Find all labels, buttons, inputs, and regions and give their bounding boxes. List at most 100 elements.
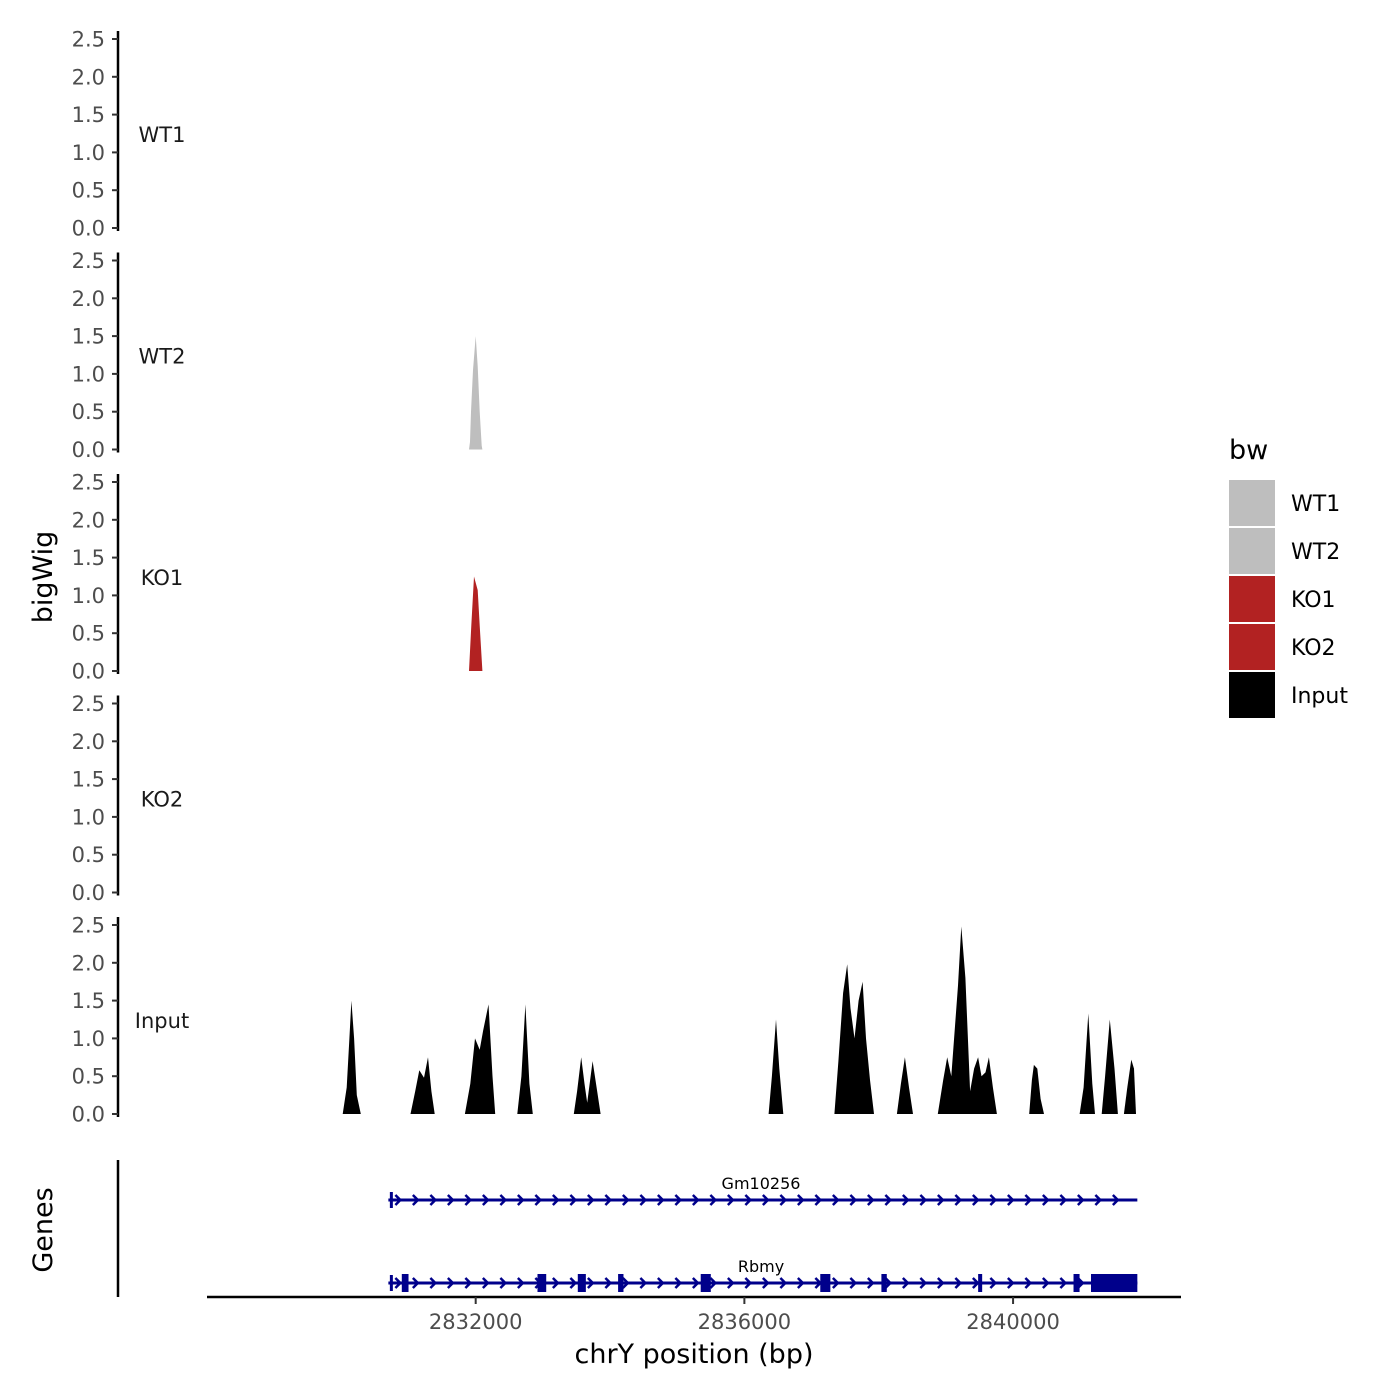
y-tick-label: 0.5: [72, 179, 105, 203]
peak-input-11: [1079, 1013, 1095, 1114]
strand-arrow: [429, 1277, 438, 1289]
strand-arrow: [971, 1194, 980, 1206]
exon: [978, 1274, 983, 1292]
track-label-wt2: WT2: [139, 345, 186, 369]
legend-swatch-wt2: [1229, 528, 1275, 574]
legend-label-ko2: KO2: [1291, 636, 1336, 661]
strand-arrow: [411, 1277, 420, 1289]
peak-input-6: [768, 1019, 784, 1114]
exon: [577, 1274, 586, 1292]
strand-arrow: [744, 1194, 753, 1206]
strand-arrow: [656, 1194, 665, 1206]
y-tick-label: 1.0: [72, 805, 105, 829]
y-tick-label: 1.5: [72, 989, 105, 1013]
y-tick-label: 2.5: [72, 914, 105, 938]
strand-arrow: [639, 1277, 648, 1289]
strand-arrow: [621, 1277, 630, 1289]
y-tick-label: 0.5: [72, 1065, 105, 1089]
y-tick-label: 1.5: [72, 103, 105, 127]
y-tick-label: 0.5: [72, 400, 105, 424]
strand-arrow: [919, 1277, 928, 1289]
track-label-ko1: KO1: [141, 566, 184, 590]
y-tick-label: 1.0: [72, 1027, 105, 1051]
track-input: 0.0 0.5 1.0 1.5 2.0 2.5 Input: [72, 914, 1136, 1127]
strand-arrow: [604, 1277, 613, 1289]
strand-arrow: [499, 1194, 508, 1206]
exon: [618, 1274, 624, 1292]
strand-arrow: [761, 1277, 770, 1289]
strand-arrow: [936, 1277, 945, 1289]
y-tick-label: 0.0: [72, 217, 105, 241]
strand-arrow: [814, 1194, 823, 1206]
y-tick-label: 2.0: [72, 730, 105, 754]
strand-arrow: [394, 1194, 403, 1206]
track-wt2: 0.0 0.5 1.0 1.5 2.0 2.5 WT2: [72, 249, 483, 462]
strand-arrow: [989, 1277, 998, 1289]
strand-arrow: [1059, 1277, 1068, 1289]
strand-arrow: [481, 1277, 490, 1289]
peak-input-8: [896, 1057, 913, 1114]
strand-arrow: [901, 1194, 910, 1206]
strand-arrow: [831, 1277, 840, 1289]
strand-arrow: [936, 1194, 945, 1206]
y-tick-label: 2.0: [72, 287, 105, 311]
strand-arrow: [866, 1194, 875, 1206]
gene-name-label: Rbmy: [738, 1257, 784, 1276]
exon: [537, 1274, 547, 1292]
x-tick-label: 2832000: [429, 1310, 523, 1334]
strand-arrow: [1094, 1194, 1103, 1206]
x-tick-label: 2840000: [966, 1310, 1060, 1334]
legend: bw WT1 WT2 KO1 KO2 Input: [1229, 435, 1348, 718]
strand-arrow: [954, 1194, 963, 1206]
strand-arrow: [726, 1194, 735, 1206]
strand-arrow: [849, 1277, 858, 1289]
legend-label-wt1: WT1: [1291, 492, 1340, 517]
y-tick-label: 2.0: [72, 508, 105, 532]
strand-arrow: [831, 1194, 840, 1206]
legend-swatch-ko2: [1229, 624, 1275, 670]
y-tick-label: 1.5: [72, 768, 105, 792]
strand-arrow: [709, 1194, 718, 1206]
strand-arrow: [481, 1194, 490, 1206]
strand-arrow: [796, 1194, 805, 1206]
legend-label-ko1: KO1: [1291, 588, 1336, 613]
y-tick-label: 2.0: [72, 65, 105, 89]
strand-arrow: [551, 1277, 560, 1289]
strand-arrow: [516, 1194, 525, 1206]
peak-input-9: [937, 926, 997, 1114]
peak-input-4: [517, 1004, 533, 1114]
strand-arrow: [674, 1194, 683, 1206]
strand-arrow: [691, 1277, 700, 1289]
y-tick-label: 2.5: [72, 249, 105, 273]
peak-input-10: [1029, 1064, 1044, 1114]
x-axis-title: chrY position (bp): [574, 1339, 813, 1370]
y-tick-label: 0.5: [72, 622, 105, 646]
exon: [1073, 1274, 1080, 1292]
exon: [881, 1274, 887, 1292]
x-axis: 2832000 2836000 2840000: [207, 1295, 1181, 1334]
strand-arrow: [656, 1277, 665, 1289]
strand-arrow: [691, 1194, 700, 1206]
strand-arrow: [954, 1277, 963, 1289]
strand-arrow: [796, 1277, 805, 1289]
strand-arrow: [394, 1277, 403, 1289]
strand-arrow: [551, 1194, 560, 1206]
strand-arrow: [901, 1277, 910, 1289]
y-tick-label: 1.0: [72, 362, 105, 386]
track-label-ko2: KO2: [141, 788, 184, 812]
legend-swatch-wt1: [1229, 480, 1275, 526]
strand-arrow: [569, 1277, 578, 1289]
exon: [1090, 1274, 1138, 1292]
strand-arrow: [761, 1194, 770, 1206]
exon: [700, 1274, 711, 1292]
y-tick-label: 0.0: [72, 1103, 105, 1127]
strand-arrow: [849, 1194, 858, 1206]
strand-arrow: [779, 1194, 788, 1206]
strand-arrow: [744, 1277, 753, 1289]
exon: [401, 1274, 409, 1292]
gene-gm10256: Gm10256: [388, 1174, 1138, 1208]
x-tick-label: 2836000: [698, 1310, 792, 1334]
strand-arrow: [411, 1194, 420, 1206]
strand-arrow: [586, 1277, 595, 1289]
